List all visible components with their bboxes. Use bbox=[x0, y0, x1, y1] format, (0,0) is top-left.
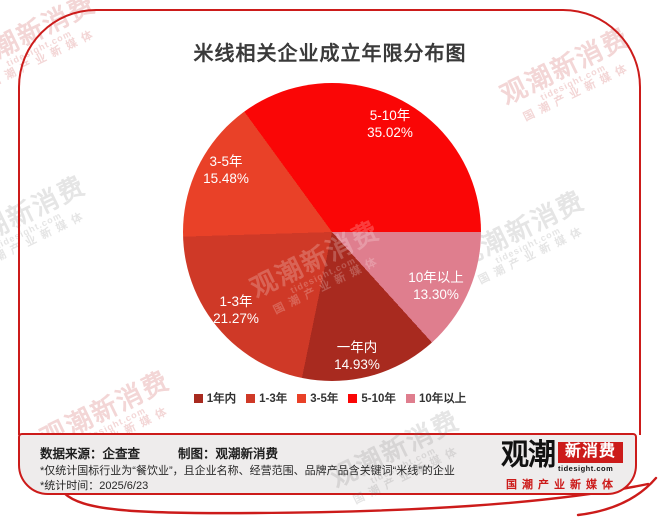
slice-percent: 35.02% bbox=[367, 125, 413, 140]
slice-label-under1: 一年内 14.93% bbox=[334, 339, 380, 373]
footer-credits: 数据来源：企查查 制图：观潮新消费 bbox=[40, 443, 455, 462]
slice-percent: 15.48% bbox=[203, 171, 249, 186]
legend-item: 1-3年 bbox=[246, 390, 287, 406]
brand-tagline: 国潮产业新媒体 bbox=[505, 479, 618, 491]
slice-name: 1-3年 bbox=[219, 294, 253, 309]
brand-name-left: 观潮 bbox=[500, 438, 556, 471]
legend-swatch-icon bbox=[348, 393, 358, 403]
legend-swatch-icon bbox=[405, 393, 415, 403]
footer-note-date: *统计时间：2025/6/23 bbox=[40, 480, 149, 492]
legend-label: 1-3年 bbox=[259, 393, 288, 405]
brand-logo: 观潮 新消费 tidesight.com 国潮产业新媒体 bbox=[500, 438, 623, 492]
legend-label: 10年以上 bbox=[418, 393, 467, 405]
pie-chart bbox=[183, 83, 481, 381]
slice-percent: 13.30% bbox=[413, 287, 459, 302]
slice-label-5-10: 5-10年 35.02% bbox=[367, 107, 413, 141]
chart-credit-label: 制图：观潮新消费 bbox=[178, 447, 279, 461]
legend-item: 10年以上 bbox=[405, 390, 467, 406]
slice-name: 一年内 bbox=[336, 340, 378, 355]
legend-item: 1年内 bbox=[193, 390, 237, 406]
legend-swatch-icon bbox=[193, 393, 203, 403]
slice-percent: 21.27% bbox=[213, 311, 259, 326]
legend-item: 3-5年 bbox=[297, 390, 338, 406]
legend-label: 1年内 bbox=[206, 393, 237, 405]
legend: 1年内 1-3年 3-5年 5-10年 10年以上 bbox=[0, 390, 660, 406]
legend-label: 5-10年 bbox=[361, 393, 396, 405]
chart-panel-border bbox=[18, 9, 641, 435]
slice-name: 3-5年 bbox=[209, 154, 243, 169]
brand-domain: tidesight.com bbox=[557, 464, 614, 473]
slice-label-3-5: 3-5年 15.48% bbox=[203, 153, 249, 187]
legend-label: 3-5年 bbox=[310, 393, 339, 405]
legend-item: 5-10年 bbox=[348, 390, 396, 406]
slice-label-10plus: 10年以上 13.30% bbox=[408, 269, 464, 303]
brand-name-right: 新消费 bbox=[557, 442, 623, 463]
data-source-label: 数据来源：企查查 bbox=[40, 447, 141, 461]
brand-logo-row: 观潮 新消费 tidesight.com bbox=[500, 438, 623, 473]
slice-percent: 14.93% bbox=[334, 357, 380, 372]
slice-label-1-3: 1-3年 21.27% bbox=[213, 293, 259, 327]
slice-name: 10年以上 bbox=[408, 270, 464, 285]
chart-title: 米线相关企业成立年限分布图 bbox=[193, 43, 467, 65]
footer-note-scope: *仅统计国标行业为“餐饮业”，且企业名称、经营范围、品牌产品含关键词“米线”的企… bbox=[40, 465, 455, 477]
legend-swatch-icon bbox=[246, 393, 256, 403]
footer-panel: 数据来源：企查查 制图：观潮新消费 *仅统计国标行业为“餐饮业”，且企业名称、经营… bbox=[18, 433, 637, 495]
legend-swatch-icon bbox=[297, 393, 307, 403]
footer-notes: 数据来源：企查查 制图：观潮新消费 *仅统计国标行业为“餐饮业”，且企业名称、经营… bbox=[40, 443, 455, 494]
slice-name: 5-10年 bbox=[369, 108, 411, 123]
